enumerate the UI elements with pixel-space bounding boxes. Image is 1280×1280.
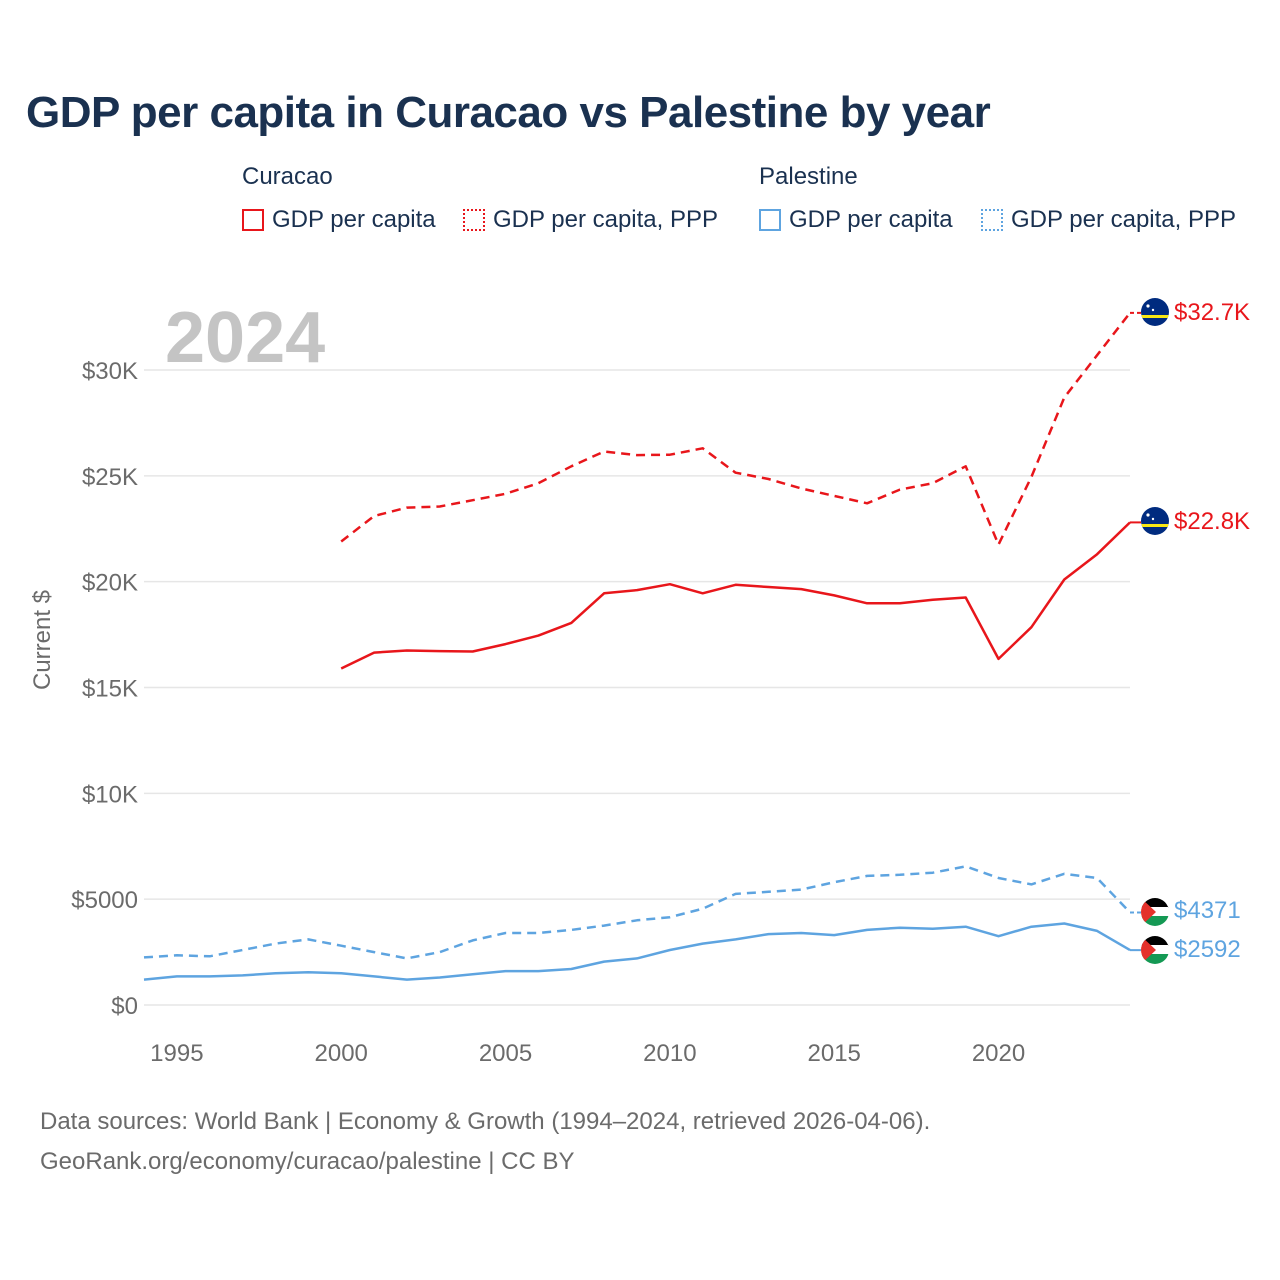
series-line-0 [340, 312, 1131, 546]
legend-swatch-solid-blue [759, 209, 781, 231]
palestine-flag-icon [1141, 898, 1169, 926]
curacao-flag-icon [1141, 507, 1169, 535]
y-tick-label: $15K [82, 676, 138, 703]
y-tick-label: $30K [82, 358, 138, 385]
y-axis-title: Current $ [29, 590, 56, 690]
legend-group-curacao: Curacao [242, 163, 333, 190]
x-tick-label: 2020 [972, 1040, 1025, 1067]
curacao-flag-icon [1141, 298, 1169, 326]
legend-label: GDP per capita, PPP [1011, 206, 1236, 233]
legend-swatch-dotted-red [463, 209, 485, 231]
y-tick-label: $0 [111, 993, 138, 1020]
x-tick-label: 2000 [315, 1040, 368, 1067]
legend-label: GDP per capita [789, 206, 953, 233]
legend-label: GDP per capita [272, 206, 436, 233]
legend-swatch-solid-red [242, 209, 264, 231]
series-line-2 [143, 865, 1131, 960]
palestine-flag-icon [1141, 936, 1169, 964]
legend-item-palestine-gdp-ppp[interactable]: GDP per capita, PPP [981, 206, 1236, 234]
y-tick-label: $10K [82, 781, 138, 808]
legend-label: GDP per capita, PPP [493, 206, 718, 233]
end-label-curacao-ppp: $32.7K [1174, 299, 1250, 326]
legend-item-palestine-gdp[interactable]: GDP per capita [759, 206, 953, 234]
y-tick-label: $20K [82, 570, 138, 597]
year-watermark: 2024 [165, 298, 325, 378]
end-label-palestine-gdp: $2592 [1174, 936, 1241, 963]
x-tick-label: 2015 [808, 1040, 861, 1067]
y-tick-label: $5000 [71, 887, 138, 914]
x-tick-label: 1995 [150, 1040, 203, 1067]
x-tick-label: 2010 [643, 1040, 696, 1067]
line-chart: 2024 Current $ $0 $5000 $10K $15K $20K $25K $3… [29, 298, 1250, 1067]
x-tick-label: 2005 [479, 1040, 532, 1067]
legend-item-curacao-gdp[interactable]: GDP per capita [242, 206, 436, 234]
end-label-palestine-ppp: $4371 [1174, 897, 1241, 924]
footer-attribution: GeoRank.org/economy/curacao/palestine | … [40, 1148, 575, 1175]
chart-title: GDP per capita in Curacao vs Palestine b… [26, 88, 991, 137]
series-line-1 [340, 521, 1131, 670]
legend-swatch-dotted-blue [981, 209, 1003, 231]
legend-group-palestine: Palestine [759, 163, 858, 190]
footer-sources: Data sources: World Bank | Economy & Gro… [40, 1108, 931, 1135]
y-tick-label: $25K [82, 464, 138, 491]
end-label-curacao-gdp: $22.8K [1174, 508, 1250, 535]
legend-item-curacao-gdp-ppp[interactable]: GDP per capita, PPP [463, 206, 718, 234]
series-line-3 [143, 922, 1131, 981]
